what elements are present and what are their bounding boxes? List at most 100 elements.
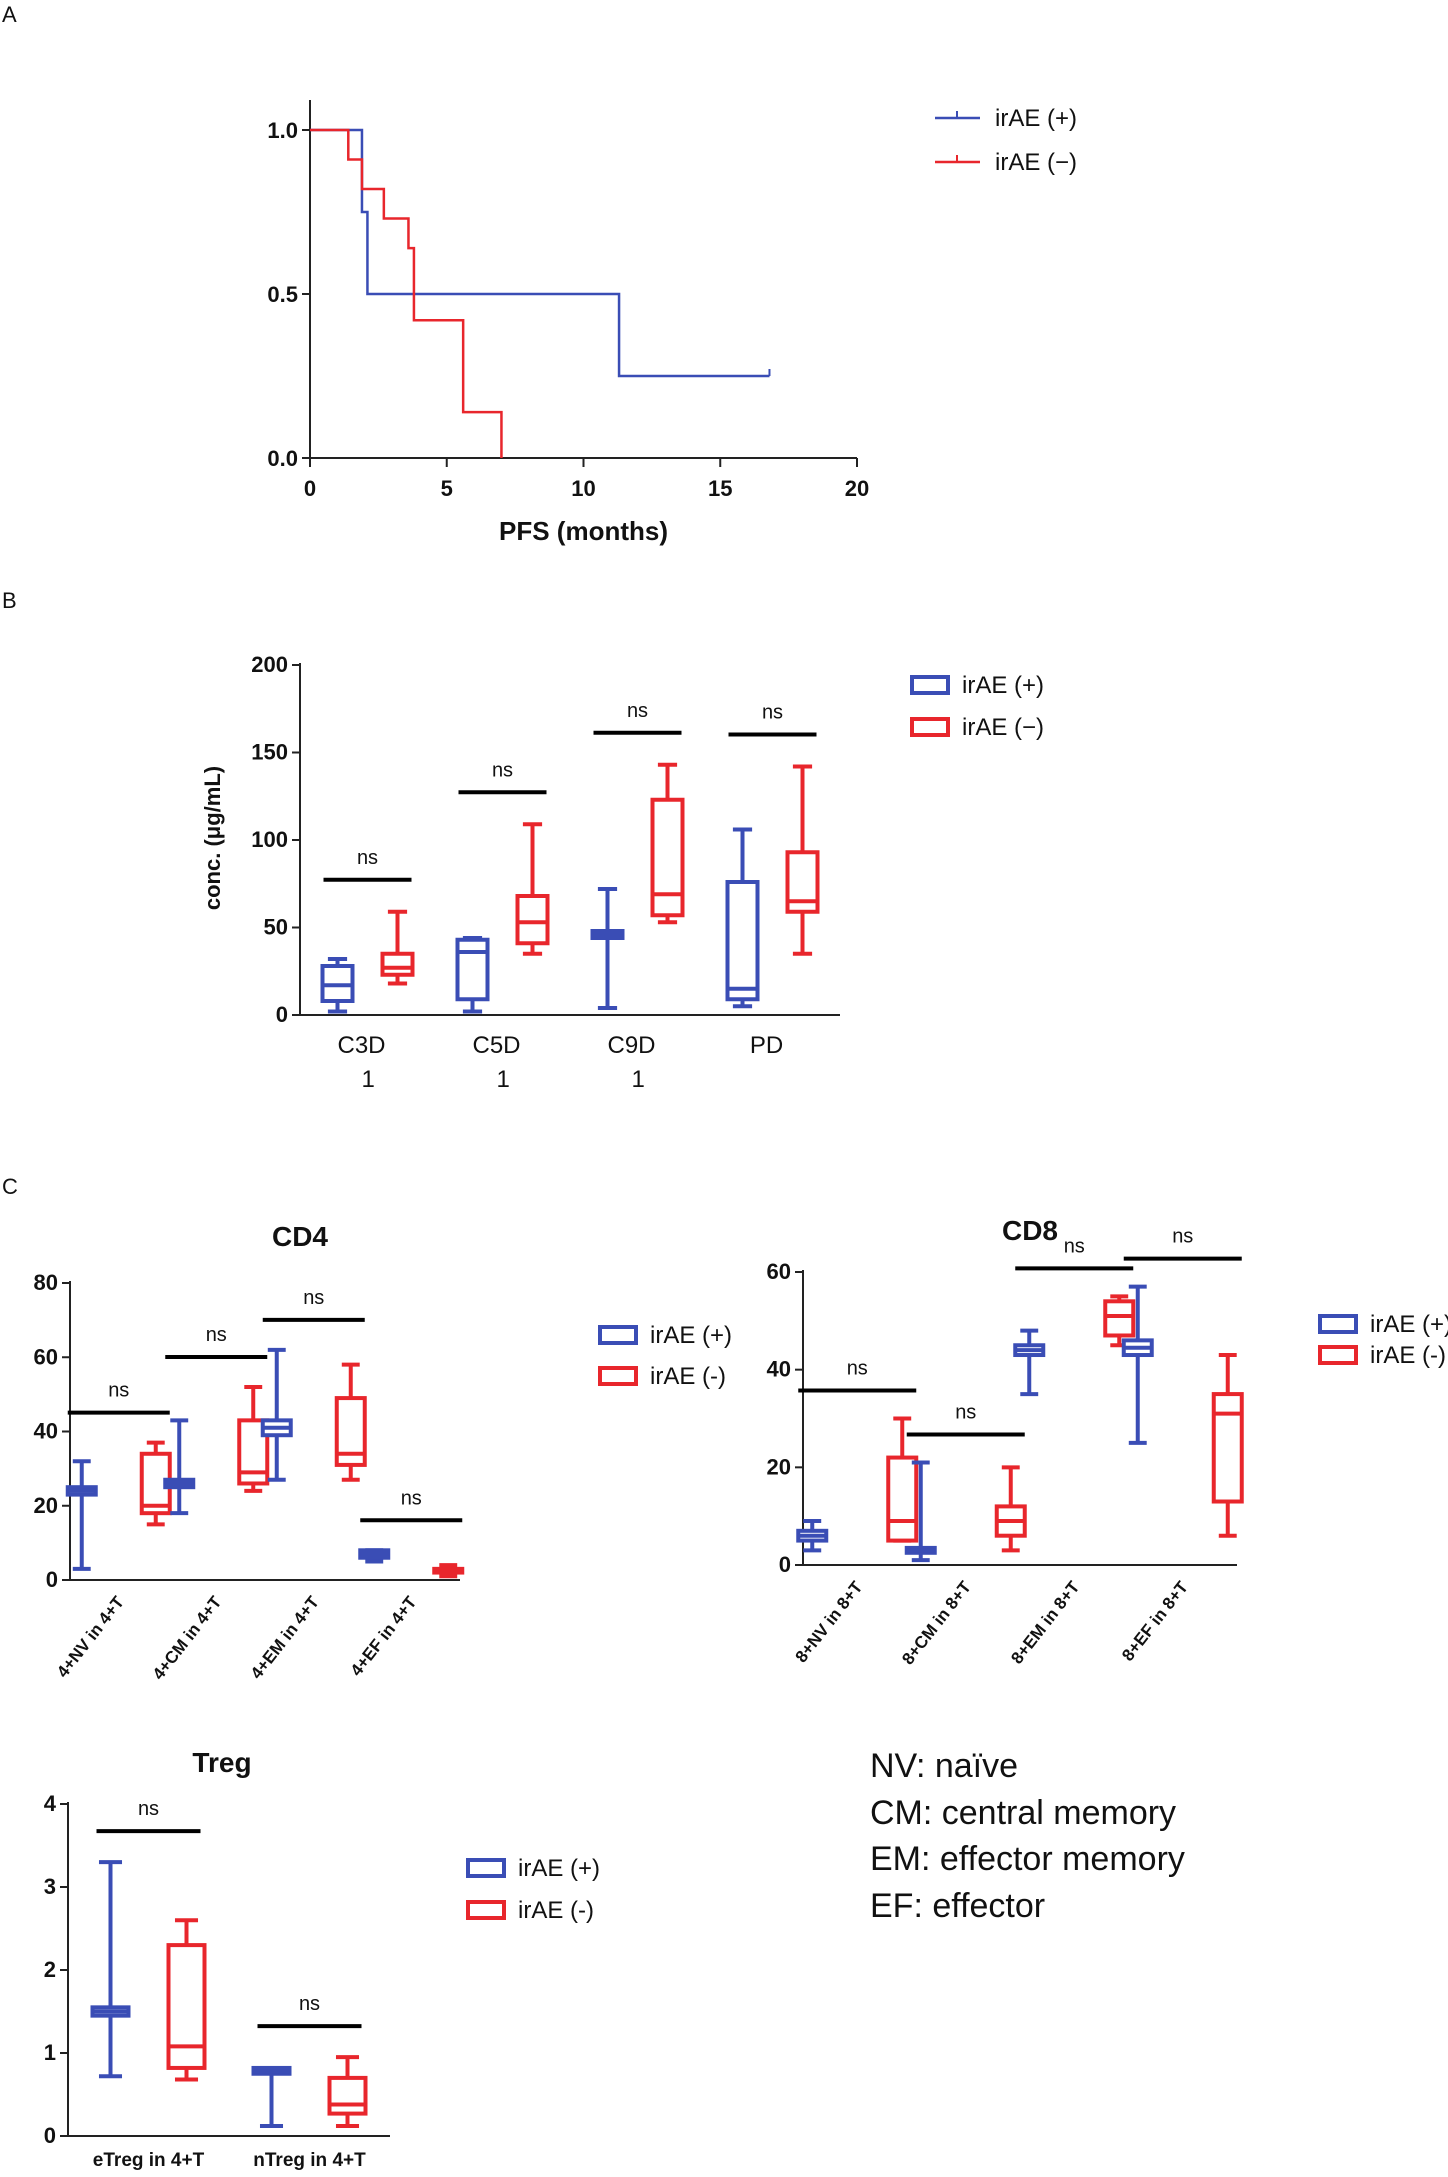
y-tick-label: 50	[264, 915, 288, 940]
y-tick-label: 0	[276, 1002, 288, 1027]
significance-label: ns	[138, 1798, 159, 1820]
box-neg	[1211, 1392, 1244, 1504]
x-tick-label: 5	[441, 476, 453, 501]
y-tick-label: 4	[44, 1791, 57, 1816]
legend-label-pos: irAE (+)	[518, 1855, 600, 1882]
x-tick-label: 1	[632, 1066, 645, 1093]
glossary-em: EM: effector memory	[870, 1840, 1185, 1878]
box-neg	[515, 894, 550, 946]
legend-label-neg: irAE (-)	[518, 1897, 594, 1924]
x-tick-label: 4+EF in 4+T	[347, 1592, 421, 1679]
x-tick-label: C3D	[337, 1032, 385, 1059]
chart-title: Treg	[192, 1747, 251, 1778]
legend-label-neg: irAE (−)	[995, 149, 1077, 176]
legend-label-pos: irAE (+)	[995, 105, 1077, 132]
y-tick-label: 2	[44, 1957, 56, 1982]
x-tick-label: nTreg in 4+T	[253, 2150, 366, 2171]
box-neg	[380, 951, 415, 977]
y-tick-label: 0.0	[267, 446, 298, 471]
significance-label: ns	[357, 847, 378, 869]
legend-swatch-pos	[466, 1858, 506, 1878]
significance-label: ns	[303, 1287, 324, 1309]
significance-label: ns	[108, 1380, 129, 1402]
y-tick-label: 60	[767, 1259, 791, 1284]
y-tick-label: 0.5	[267, 282, 298, 307]
x-tick-label: 4+EM in 4+T	[247, 1592, 323, 1682]
significance-label: ns	[847, 1358, 868, 1380]
significance-label: ns	[492, 759, 513, 781]
legend-swatch-pos	[910, 675, 950, 695]
x-tick-label: PD	[750, 1032, 783, 1059]
survival-curve-pos	[310, 128, 770, 378]
chart-title: CD4	[272, 1221, 328, 1252]
x-tick-label: 8+NV in 8+T	[792, 1577, 867, 1666]
glossary-ef: EF: effector	[870, 1887, 1045, 1925]
y-tick-label: 0	[46, 1567, 58, 1592]
x-tick-label: 4+NV in 4+T	[53, 1592, 128, 1681]
panel-label-c: C	[2, 1174, 18, 1199]
km-survival-chart: 0.0 0.5 1.0 0 5 10 15 20 PFS (months) irAE (+) irA…	[267, 100, 1077, 546]
cd8-boxplot: 0 20 40 60 CD8 ns 8+NV in 8+T ns 8+CM in 8+T ns 8+…	[767, 1215, 1448, 1668]
y-tick-label: 20	[767, 1454, 791, 1479]
glossary-nv: NV: naïve	[870, 1747, 1018, 1785]
x-tick-label: 15	[708, 476, 732, 501]
x-tick-label: 20	[845, 476, 869, 501]
glossary-cm: CM: central memory	[870, 1794, 1176, 1832]
x-tick-label: 8+EM in 8+T	[1007, 1577, 1083, 1667]
y-tick-label: 60	[34, 1344, 58, 1369]
x-tick-label: 8+CM in 8+T	[898, 1577, 975, 1668]
y-tick-label: 3	[44, 1874, 56, 1899]
y-axis-title: conc. (μg/mL)	[200, 766, 225, 910]
x-axis-title: PFS (months)	[499, 516, 668, 546]
y-tick-label: 40	[767, 1357, 791, 1382]
chart-title: CD8	[1002, 1215, 1058, 1246]
legend-swatch-pos	[1318, 1314, 1358, 1334]
box-neg	[886, 1455, 919, 1543]
x-tick-label: C5D	[472, 1032, 520, 1059]
x-tick-label: 4+CM in 4+T	[149, 1592, 226, 1683]
x-tick-label: 1	[497, 1066, 510, 1093]
box-neg	[327, 2075, 368, 2116]
y-tick-label: 150	[251, 740, 288, 765]
y-tick-label: 40	[34, 1419, 58, 1444]
x-tick-label: C9D	[607, 1032, 655, 1059]
significance-label: ns	[401, 1487, 422, 1509]
legend-label-pos: irAE (+)	[962, 672, 1044, 699]
legend-swatch-neg	[1318, 1345, 1358, 1365]
legend-label-pos: irAE (+)	[650, 1322, 732, 1349]
box-neg	[166, 1943, 207, 2070]
survival-curve-neg	[310, 128, 503, 458]
significance-label: ns	[627, 700, 648, 722]
significance-label: ns	[955, 1401, 976, 1423]
box-pos	[455, 937, 490, 1002]
y-tick-label: 0	[44, 2123, 56, 2148]
abbreviation-glossary: NV: naïve CM: central memory EM: effecto…	[870, 1747, 1185, 1925]
significance-label: ns	[1172, 1226, 1193, 1248]
x-tick-label: eTreg in 4+T	[93, 2150, 205, 2171]
significance-label: ns	[299, 1993, 320, 2015]
cd4-boxplot: 0 20 40 60 80 CD4 ns 4+NV in 4+T ns 4+CM in 4+T ns…	[34, 1221, 733, 1683]
box-pos	[725, 880, 760, 1002]
box-neg	[650, 797, 685, 918]
legend-label-neg: irAE (-)	[650, 1363, 726, 1390]
significance-label: ns	[762, 702, 783, 724]
x-tick-label: 0	[304, 476, 316, 501]
box-neg	[1103, 1299, 1136, 1338]
y-tick-label: 200	[251, 652, 288, 677]
legend-label-neg: irAE (−)	[962, 714, 1044, 741]
concentration-boxplot: 0 50 100 150 200 conc. (μg/mL) ns C3D 1 ns C5D 1 ns C…	[200, 652, 1044, 1093]
y-tick-label: 1	[44, 2040, 56, 2065]
y-tick-label: 20	[34, 1493, 58, 1518]
y-tick-label: 1.0	[267, 118, 298, 143]
x-tick-label: 8+EF in 8+T	[1118, 1577, 1192, 1664]
legend-swatch-neg	[598, 1366, 638, 1386]
legend-swatch-pos	[598, 1325, 638, 1345]
legend-swatch-neg	[910, 717, 950, 737]
y-tick-label: 100	[251, 827, 288, 852]
legend-label-neg: irAE (-)	[1370, 1342, 1446, 1369]
panel-label-a: A	[2, 2, 17, 27]
y-tick-label: 80	[34, 1270, 58, 1295]
treg-boxplot: 0 1 2 3 4 Treg ns eTreg in 4+T ns nTreg in 4+T irA…	[44, 1747, 600, 2171]
significance-label: ns	[1064, 1235, 1085, 1257]
